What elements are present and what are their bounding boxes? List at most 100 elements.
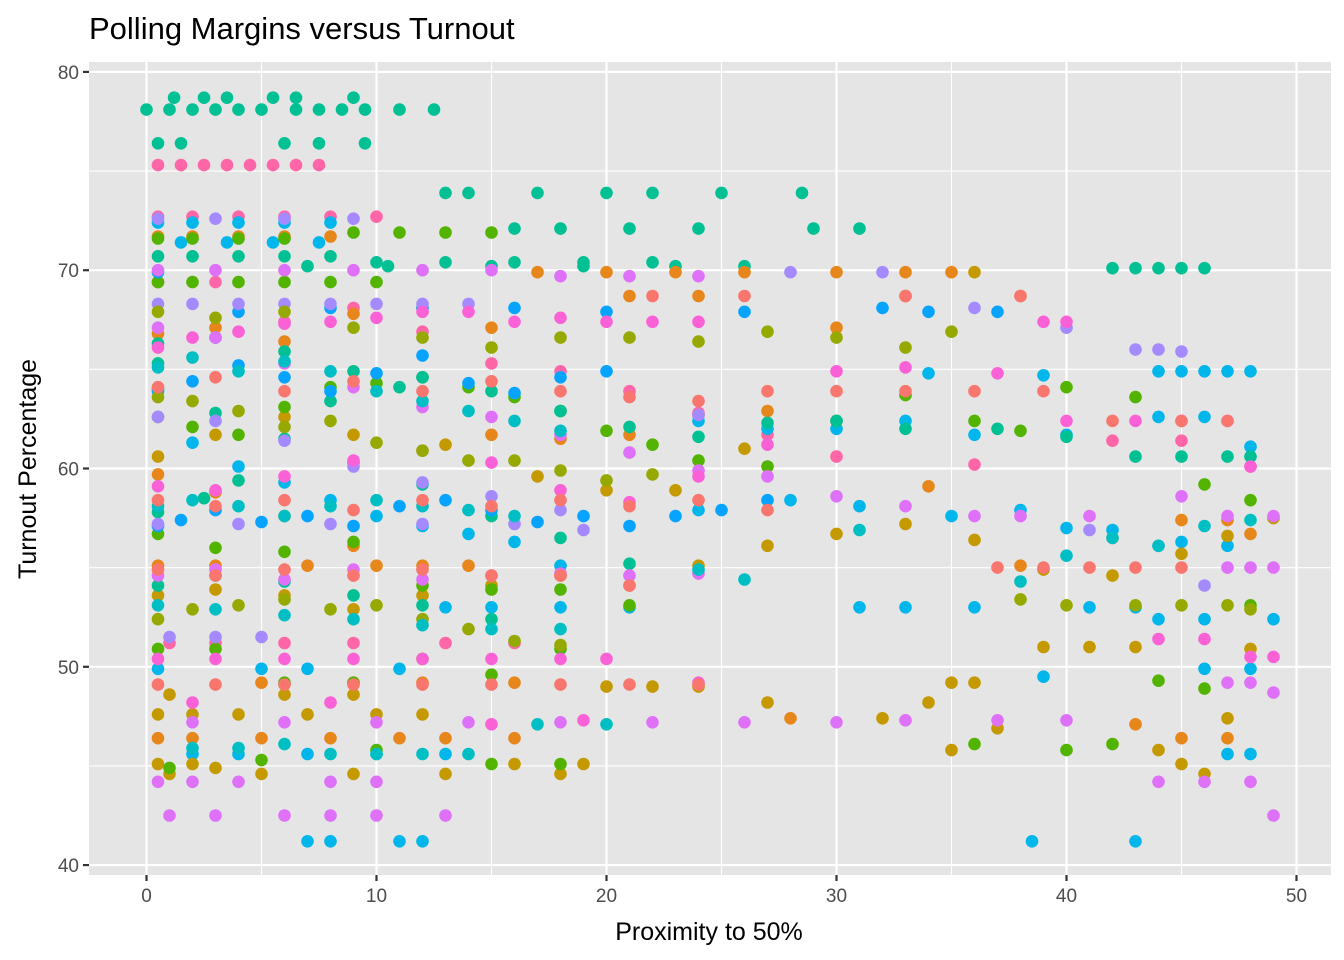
data-point bbox=[312, 158, 326, 172]
data-point bbox=[393, 731, 406, 745]
data-point bbox=[508, 315, 521, 329]
data-point bbox=[324, 603, 337, 616]
data-point bbox=[554, 678, 567, 691]
data-point bbox=[784, 493, 797, 507]
data-point bbox=[232, 775, 245, 789]
y-tick-label: 60 bbox=[58, 460, 79, 481]
data-point bbox=[347, 535, 360, 549]
data-point bbox=[646, 468, 659, 481]
data-point bbox=[1014, 559, 1027, 572]
data-point bbox=[186, 436, 199, 450]
data-point bbox=[220, 158, 234, 172]
data-point bbox=[761, 325, 774, 339]
data-point bbox=[508, 255, 521, 269]
data-point bbox=[278, 275, 291, 289]
data-point bbox=[232, 517, 245, 531]
data-point bbox=[255, 515, 268, 529]
data-point bbox=[1060, 714, 1073, 727]
data-point bbox=[623, 519, 636, 533]
data-point bbox=[577, 714, 590, 727]
data-point bbox=[1129, 390, 1142, 404]
data-point bbox=[830, 384, 843, 398]
data-point bbox=[554, 331, 567, 344]
data-point bbox=[1152, 261, 1165, 275]
data-point bbox=[968, 301, 981, 315]
data-point bbox=[1152, 343, 1165, 356]
data-point bbox=[1129, 561, 1142, 574]
data-point bbox=[945, 509, 958, 523]
data-point bbox=[899, 341, 912, 354]
data-point bbox=[232, 460, 245, 473]
data-point bbox=[347, 688, 360, 701]
data-point bbox=[646, 680, 659, 693]
data-point bbox=[1198, 410, 1211, 424]
data-point bbox=[186, 696, 199, 709]
data-point bbox=[1221, 747, 1234, 761]
data-point bbox=[381, 259, 395, 273]
data-point bbox=[1152, 365, 1165, 378]
data-point bbox=[370, 716, 383, 729]
data-point bbox=[243, 158, 257, 172]
data-point bbox=[1175, 414, 1188, 428]
data-point bbox=[209, 103, 222, 116]
data-point bbox=[197, 91, 211, 104]
data-point bbox=[163, 809, 176, 822]
data-point bbox=[301, 559, 314, 572]
data-point bbox=[761, 438, 774, 452]
data-point bbox=[508, 731, 521, 745]
data-point bbox=[186, 420, 199, 434]
data-point bbox=[255, 731, 268, 745]
data-point bbox=[600, 424, 613, 438]
data-point bbox=[209, 761, 222, 775]
data-point bbox=[899, 517, 912, 531]
data-point bbox=[623, 331, 636, 344]
data-point bbox=[278, 434, 291, 448]
data-point bbox=[209, 321, 222, 335]
data-point bbox=[692, 430, 705, 444]
data-point bbox=[830, 365, 843, 378]
data-point bbox=[347, 365, 360, 378]
data-point bbox=[209, 263, 222, 277]
data-point bbox=[278, 335, 291, 348]
data-point bbox=[1244, 513, 1257, 527]
data-points bbox=[140, 91, 1280, 848]
data-point bbox=[1129, 450, 1142, 463]
data-point bbox=[209, 275, 222, 289]
data-point bbox=[554, 484, 567, 497]
data-point bbox=[1221, 509, 1234, 523]
data-point bbox=[289, 103, 303, 116]
data-point bbox=[416, 263, 429, 277]
data-point bbox=[554, 424, 567, 438]
data-point bbox=[324, 809, 337, 822]
data-point bbox=[186, 249, 199, 263]
data-point bbox=[646, 438, 659, 452]
data-point bbox=[1083, 561, 1096, 574]
data-point bbox=[324, 775, 337, 789]
data-point bbox=[738, 305, 751, 319]
data-point bbox=[669, 265, 682, 279]
data-point bbox=[968, 509, 981, 523]
data-point bbox=[1175, 731, 1188, 745]
data-point bbox=[853, 523, 866, 537]
y-tick-label: 40 bbox=[58, 856, 79, 877]
data-point bbox=[1244, 493, 1257, 507]
data-point bbox=[197, 491, 211, 505]
data-point bbox=[738, 265, 751, 279]
data-point bbox=[278, 608, 291, 622]
data-point bbox=[416, 394, 429, 408]
data-point bbox=[278, 249, 291, 263]
data-point bbox=[151, 612, 165, 626]
data-point bbox=[255, 103, 268, 116]
data-point bbox=[485, 583, 498, 596]
data-point bbox=[370, 210, 383, 223]
data-point bbox=[692, 335, 705, 348]
data-point bbox=[151, 341, 165, 354]
data-point bbox=[692, 289, 705, 303]
data-point bbox=[968, 384, 981, 398]
data-point bbox=[1267, 809, 1280, 822]
data-point bbox=[899, 361, 912, 374]
data-point bbox=[600, 305, 613, 319]
data-point bbox=[1106, 261, 1119, 275]
data-point bbox=[1152, 612, 1165, 626]
data-point bbox=[416, 371, 429, 384]
